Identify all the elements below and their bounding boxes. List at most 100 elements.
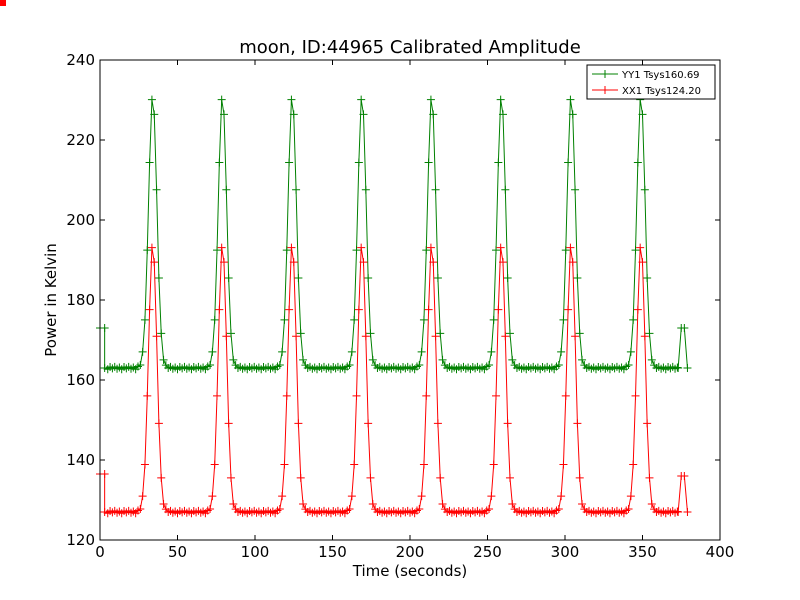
data-point <box>508 355 517 364</box>
data-point <box>136 504 145 513</box>
data-point <box>626 347 635 356</box>
legend-label-xx1: XX1 Tsys124.20 <box>622 86 701 97</box>
x-tick-label: 200 <box>396 543 425 561</box>
data-point <box>429 110 438 119</box>
legend-box <box>586 64 716 100</box>
data-point <box>436 473 445 482</box>
data-point <box>683 364 692 372</box>
data-point <box>289 258 298 267</box>
data-point <box>366 329 375 338</box>
y-tick-label: 240 <box>66 51 95 69</box>
data-point <box>631 246 640 255</box>
data-point <box>282 246 291 255</box>
data-point <box>433 419 442 428</box>
x-tick-label: 250 <box>473 543 502 561</box>
data-point <box>485 360 494 369</box>
data-point <box>143 391 152 400</box>
data-point <box>485 504 494 513</box>
y-axis-ticks: 120 140 160 180 200 220 240 <box>66 51 720 549</box>
data-point <box>217 95 226 104</box>
data-point <box>633 158 642 167</box>
data-point <box>210 460 219 469</box>
x-tick-label: 400 <box>706 543 735 561</box>
data-point <box>352 246 361 255</box>
data-point <box>505 473 514 482</box>
data-point <box>222 185 231 194</box>
data-point <box>294 274 303 283</box>
data-point <box>417 492 426 501</box>
data-point <box>499 258 507 267</box>
data-point <box>294 419 303 428</box>
data-point <box>638 110 647 119</box>
data-point <box>683 508 692 516</box>
data-point <box>643 419 652 428</box>
data-point <box>559 315 568 324</box>
data-point <box>487 347 496 356</box>
legend-marker <box>601 70 609 78</box>
legend-label-yy1: YY1 Tsys160.69 <box>621 70 700 81</box>
data-point <box>494 305 503 314</box>
y-tick-label: 120 <box>66 531 95 549</box>
data-point <box>152 332 161 341</box>
data-point <box>647 499 656 508</box>
data-point <box>643 274 652 283</box>
data-point <box>287 95 296 104</box>
data-point <box>499 110 507 119</box>
data-point <box>674 364 683 372</box>
data-point <box>361 185 370 194</box>
legend-marker <box>601 86 609 94</box>
data-point <box>157 329 166 338</box>
data-point <box>354 158 363 167</box>
data-point <box>438 499 447 508</box>
x-tick-label: 350 <box>628 543 657 561</box>
data-point <box>503 419 512 428</box>
data-point <box>350 315 359 324</box>
data-point <box>226 329 235 338</box>
data-point <box>626 492 635 501</box>
data-point <box>347 492 356 501</box>
plot-area: 0 50 100 150 200 250 300 350 400 120 140 160 180 200… <box>0 0 734 561</box>
data-point <box>280 315 289 324</box>
data-point <box>222 332 231 341</box>
series-0 <box>0 0 692 374</box>
data-point <box>647 355 656 364</box>
data-point <box>368 355 377 364</box>
data-point <box>352 391 361 400</box>
data-point <box>364 419 373 428</box>
data-point <box>578 355 587 364</box>
data-point <box>559 460 568 469</box>
data-point <box>489 460 498 469</box>
data-point <box>224 419 233 428</box>
data-point <box>364 274 373 283</box>
data-point <box>224 274 233 283</box>
data-point <box>147 95 156 104</box>
data-point <box>275 504 284 513</box>
data-point <box>503 274 512 283</box>
data-point <box>561 246 570 255</box>
x-tick-label: 50 <box>168 543 187 561</box>
data-point <box>366 473 375 482</box>
data-point <box>564 158 573 167</box>
data-point <box>220 110 228 119</box>
data-point <box>278 347 287 356</box>
data-point <box>138 492 147 501</box>
data-point <box>489 315 498 324</box>
data-point <box>226 473 235 482</box>
data-point <box>501 185 510 194</box>
x-tick-label: 300 <box>551 543 580 561</box>
data-point <box>215 158 224 167</box>
data-point <box>350 460 359 469</box>
x-tick-label: 150 <box>318 543 347 561</box>
data-point <box>571 332 580 341</box>
data-point <box>419 315 428 324</box>
data-point <box>638 258 647 267</box>
x-tick-label: 0 <box>95 543 105 561</box>
data-point <box>154 274 163 283</box>
data-point <box>487 492 496 501</box>
data-point <box>492 246 501 255</box>
data-point <box>568 110 577 119</box>
data-point <box>554 360 563 369</box>
data-point <box>143 246 152 255</box>
data-point <box>289 110 298 119</box>
data-point <box>424 158 433 167</box>
